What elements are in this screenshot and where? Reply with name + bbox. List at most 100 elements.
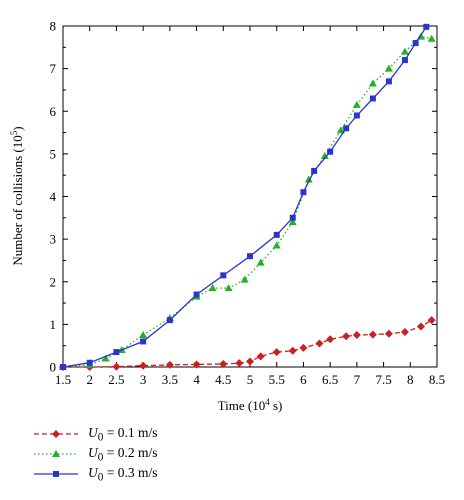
data-point (299, 343, 308, 352)
data-point (343, 125, 350, 132)
data-point (140, 338, 147, 345)
y-tick-label: 8 (50, 19, 57, 34)
y-tick-label: 1 (50, 317, 57, 332)
data-point (369, 95, 376, 102)
x-tick-label: 4 (193, 372, 200, 387)
data-point (427, 316, 436, 325)
data-point (400, 328, 409, 337)
legend-sub: 0 (97, 471, 104, 484)
legend-var: U (88, 464, 98, 480)
series-line (62, 26, 427, 368)
data-point (327, 148, 334, 155)
legend-marker (52, 430, 60, 438)
data-point (220, 272, 227, 279)
data-point (400, 47, 409, 55)
legend-sub: 0 (97, 431, 104, 444)
y-tick-label: 5 (50, 146, 57, 161)
x-axis-label-sup: 4 (265, 397, 270, 407)
legend-var: U (88, 424, 98, 440)
x-tick-label: 6.5 (322, 372, 338, 387)
legend: U0 = 0.1 m/s U0 = 0.2 m/s U0 = 0.3 m/s (32, 424, 332, 484)
data-point (352, 100, 361, 108)
x-tick-label: 5 (247, 372, 254, 387)
series-layer (59, 23, 436, 371)
x-tick-label: 7.5 (375, 372, 391, 387)
legend-label-u0-0-2: U0 = 0.2 m/s (88, 445, 158, 464)
data-point (288, 218, 297, 226)
legend-swatch-u0-0-3 (34, 471, 78, 477)
data-point (165, 360, 174, 369)
data-point (139, 361, 148, 370)
x-tick-label: 5.5 (269, 372, 285, 387)
data-point (336, 126, 345, 134)
data-point (86, 359, 93, 366)
data-point (401, 57, 408, 64)
data-point (384, 64, 393, 72)
x-tick-label: 8.5 (429, 372, 445, 387)
data-point (384, 329, 393, 338)
legend-marker (52, 450, 60, 457)
legend-swatch-u0-0-2 (34, 450, 78, 457)
x-tick-label: 4.5 (215, 372, 231, 387)
data-point (416, 322, 425, 331)
data-point (192, 360, 201, 369)
legend-label-u0-0-3: U0 = 0.3 m/s (88, 465, 158, 484)
data-point (113, 349, 120, 356)
data-point (412, 40, 419, 47)
legend-sub: 0 (97, 451, 104, 464)
x-tick-label: 3.5 (162, 372, 178, 387)
y-tick-label: 6 (50, 104, 57, 119)
legend-item-u0-0-1: U0 = 0.1 m/s (32, 424, 332, 444)
data-point (289, 214, 296, 221)
series-line (63, 319, 433, 368)
x-tick-label: 1.5 (55, 372, 71, 387)
y-axis-label: Number of collisions (105) (9, 126, 25, 265)
data-point (300, 189, 307, 196)
series-square (60, 23, 430, 370)
data-point (166, 317, 173, 324)
x-tick-label: 2 (86, 372, 93, 387)
legend-swatch-u0-0-1 (34, 430, 78, 438)
y-axis-label-tail: ) (10, 126, 25, 130)
legend-var: U (88, 444, 98, 460)
x-tick-label: 3 (140, 372, 147, 387)
data-point (272, 348, 281, 357)
data-point (247, 253, 253, 260)
data-point (256, 258, 265, 266)
data-point (427, 34, 436, 42)
y-axis-label-text: Number of collisions (10 (10, 135, 25, 265)
data-point (353, 112, 360, 119)
data-point (272, 241, 281, 249)
data-point (385, 78, 392, 85)
y-axis-ticks: 0 1 2 3 4 5 6 7 8 (50, 19, 437, 375)
legend-item-u0-0-2: U0 = 0.2 m/s (32, 444, 332, 464)
plot-frame (62, 25, 438, 368)
data-point (311, 167, 318, 174)
x-axis-label-text: Time (10 (218, 398, 266, 413)
data-point (246, 357, 254, 366)
data-point (208, 284, 217, 292)
data-point (139, 331, 148, 339)
data-point (224, 284, 233, 292)
legend-item-u0-0-3: U0 = 0.3 m/s (32, 464, 332, 484)
data-point (112, 362, 121, 371)
x-axis-label-tail: s) (270, 398, 283, 413)
data-point (235, 359, 244, 368)
data-point (304, 175, 313, 183)
data-point (288, 346, 297, 355)
data-point (342, 332, 351, 341)
y-tick-label: 3 (50, 232, 57, 247)
legend-label-u0-0-1: U0 = 0.1 m/s (88, 425, 158, 444)
data-point (219, 360, 228, 369)
series-diamond (59, 316, 436, 371)
data-point (193, 291, 200, 298)
x-tick-label: 6 (300, 372, 307, 387)
legend-rest: = 0.3 m/s (103, 464, 158, 480)
data-point (101, 354, 110, 362)
data-point (240, 275, 249, 283)
y-axis-label-sup: 5 (9, 130, 19, 135)
data-point (423, 23, 430, 30)
chart: 0 1 2 3 4 5 6 7 8 1.5 2 2.5 3 3.5 4 4.5 5 5.5 6 6.5 7 7.5 8 8.… (9, 19, 445, 414)
series-triangle (59, 32, 436, 370)
y-tick-label: 0 (50, 360, 57, 375)
